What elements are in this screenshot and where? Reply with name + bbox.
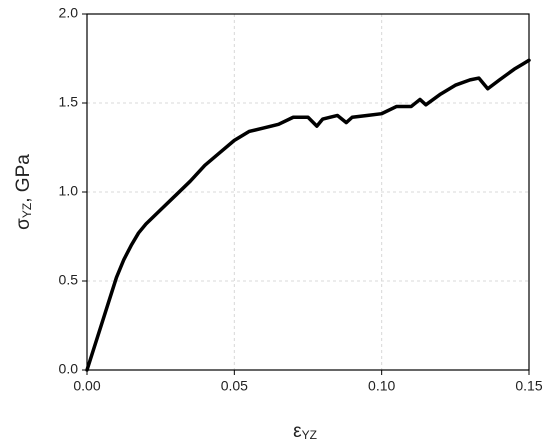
y-label-symbol: σ	[13, 218, 34, 230]
x-tick-label: 0.15	[515, 378, 542, 394]
y-tick-label: 2.0	[59, 5, 79, 21]
y-tick-label: 0.5	[59, 272, 79, 288]
x-tick-label: 0.00	[73, 378, 100, 394]
x-label-symbol: ε	[293, 421, 302, 442]
x-tick-label: 0.05	[221, 378, 248, 394]
plot-frame	[86, 13, 530, 371]
x-label-subscript: YZ	[302, 428, 317, 442]
x-axis-label: εYZ	[293, 421, 317, 442]
y-label-subscript: YZ	[20, 203, 34, 218]
y-axis-label: σYZ, GPa	[13, 154, 34, 230]
data-line	[85, 58, 531, 372]
x-tick-label: 0.10	[368, 378, 395, 394]
y-tick-label: 1.5	[59, 94, 79, 110]
y-tick-label: 1.0	[59, 183, 79, 199]
y-label-rest: , GPa	[13, 154, 34, 203]
y-tick-label: 0.0	[59, 361, 79, 377]
